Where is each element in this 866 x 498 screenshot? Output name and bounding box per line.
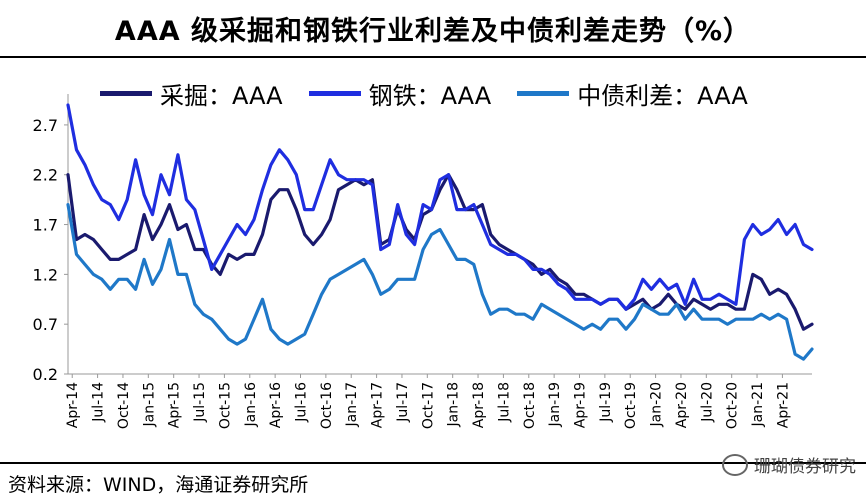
chart-title: AAA 级采掘和钢铁行业利差及中债利差走势（%） [114, 15, 752, 47]
x-tick-label: Jan-16 [243, 382, 259, 428]
y-tick-label: 2.2 [33, 166, 58, 185]
x-tick-label: Oct-20 [725, 382, 741, 429]
x-tick-label: Oct-17 [420, 382, 436, 429]
x-tick-label: Apr-16 [268, 382, 284, 428]
x-tick-label: Oct-18 [522, 382, 538, 429]
x-tick-label: Jul-17 [395, 382, 411, 423]
source-note: 资料来源：WIND，海通证券研究所 [8, 474, 309, 496]
legend-swatch-mining [100, 91, 152, 96]
y-tick-label: 0.2 [33, 365, 58, 384]
x-tick-label: Oct-16 [319, 382, 335, 429]
legend-swatch-steel [308, 91, 361, 96]
x-tick-label: Apr-17 [370, 382, 386, 428]
series-line-steel [66, 103, 814, 311]
x-tick-label: Apr-21 [775, 382, 791, 428]
y-tick-label: 0.7 [33, 315, 58, 334]
x-tick-label: Apr-19 [573, 382, 589, 428]
x-tick-label: Apr-14 [65, 382, 81, 428]
x-tick-label: Apr-15 [167, 382, 183, 428]
footer-divider [0, 462, 866, 464]
x-tick-label: Jan-17 [344, 382, 360, 427]
chart-area: 2.7 2.2 1.7 1.2 0.7 0.2 Apr-14 Jul-14 Oct-14 Jan-… [33, 94, 814, 429]
x-tick-label: Jan-15 [141, 382, 157, 427]
x-tick-label: Jul-14 [91, 382, 107, 423]
y-tick-label: 2.7 [33, 116, 58, 135]
x-tick-label: Jan-18 [446, 382, 462, 427]
y-tick-label: 1.7 [33, 216, 58, 235]
x-tick-label: Jul-15 [192, 382, 208, 423]
x-tick-label: Jul-16 [294, 382, 310, 423]
legend-label-steel: 钢铁：AAA [368, 82, 492, 110]
x-tick-label: Jan-20 [649, 382, 665, 427]
x-tick-label: Jan-19 [547, 382, 563, 427]
x-tick-label: Jul-20 [699, 382, 715, 423]
x-tick-label: Apr-18 [471, 382, 487, 428]
legend-label-mining: 采掘：AAA [160, 82, 283, 110]
legend-item-chinabond: 中债利差：AAA [517, 76, 748, 111]
x-tick-label: Jul-18 [496, 382, 512, 423]
watermark: 珊瑚债券研究 [722, 452, 856, 477]
x-tick-label: Jul-19 [598, 382, 614, 423]
series-line-mining [66, 173, 814, 331]
legend-item-mining: 采掘：AAA [100, 76, 283, 111]
series-line-chinabond [66, 203, 814, 361]
x-tick-label: Jan-21 [750, 382, 766, 427]
watermark-text: 珊瑚债券研究 [754, 457, 856, 477]
title-divider-top [0, 56, 866, 58]
legend-label-chinabond: 中债利差：AAA [577, 82, 748, 110]
legend-swatch-chinabond [517, 91, 570, 96]
chart-legend: 采掘：AAA 钢铁：AAA 中债利差：AAA [100, 76, 748, 111]
legend-item-steel: 钢铁：AAA [308, 76, 492, 111]
y-tick-label: 1.2 [33, 265, 58, 284]
x-tick-label: Oct-14 [116, 382, 132, 429]
x-tick-label: Oct-15 [217, 382, 233, 429]
x-tick-label: Apr-20 [674, 382, 690, 428]
x-tick-label: Oct-19 [623, 382, 639, 429]
wechat-icon [722, 453, 748, 476]
